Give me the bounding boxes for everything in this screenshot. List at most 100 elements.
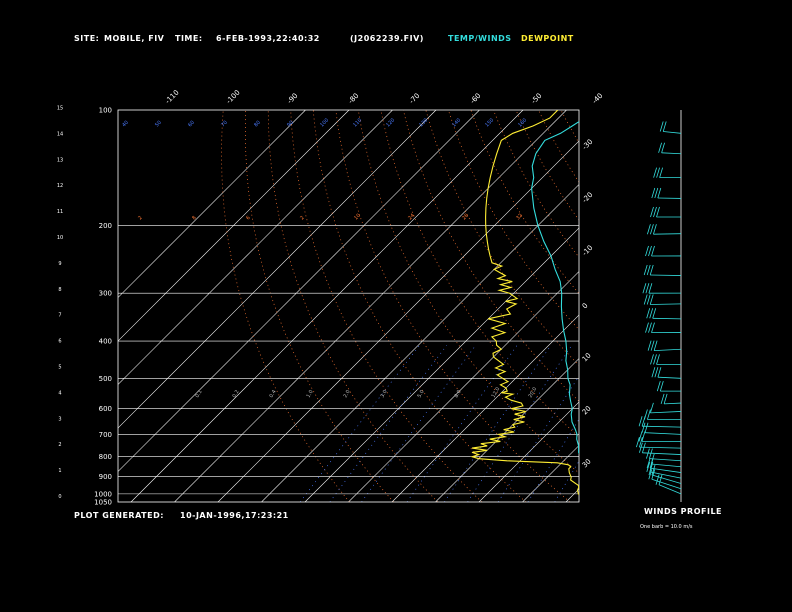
wind-barb-flag [655,474,660,485]
height-tick-label: 14 [57,131,63,137]
moisture-label: 3.0 [380,389,389,399]
dry-adiabat-line [245,110,394,502]
wind-barb [650,303,682,305]
pressure-tick-label: 1050 [94,499,112,507]
height-tick-label: 13 [57,157,63,163]
temp-top-tick-label: -60 [469,92,483,106]
moisture-label: 0.4 [269,389,278,399]
isotherm-line [565,488,579,502]
dry-adiabat-line [402,110,579,402]
wind-barb [642,452,682,455]
wind-barb-flag [649,264,654,276]
wind-barb-flag [644,422,649,433]
height-tick-label: 15 [57,106,63,112]
wind-barb-flag [653,224,657,235]
height-tick-label: 8 [58,287,61,293]
dry-adiabat-line [583,110,792,502]
wind-barb-flag [639,442,643,453]
wind-barb-flag [658,142,662,153]
dry-adiabat-line [380,110,579,438]
mixing-label: 6 [245,215,251,221]
wind-barb [657,376,682,379]
wind-barb-flag [651,464,656,476]
wind-barb-flag [659,380,664,392]
height-tick-label: 11 [57,209,63,215]
wind-barb-flag [654,367,659,378]
dry-adiabat-line [221,110,350,502]
wind-barb-flag [650,340,655,351]
pressure-tick-label: 200 [99,222,112,230]
winds-profile-title: WINDS PROFILE [644,507,722,516]
wind-barb-flag [656,167,660,178]
wind-barb-flag [659,121,664,132]
theta-label: 40 [121,120,130,129]
wind-barb [649,458,682,462]
wind-barb-flag [660,393,665,405]
pressure-tick-label: 300 [99,290,112,298]
legend-dewpoint: DEWPOINT [521,34,574,43]
wind-barb-flag [636,436,640,448]
isotherm-line [118,110,306,298]
wind-barb-flag [661,142,665,153]
isotherm-line [118,110,393,385]
wind-barb-flag [645,322,649,333]
site-value: MOBILE, FIV [104,34,165,43]
wind-barb-flag [653,167,657,178]
mixing-ratio-line [554,460,579,502]
wind-barb-flag [647,224,651,235]
theta-label: 150 [484,117,495,128]
isotherm-line [348,271,579,502]
wind-barb-flag [641,422,646,433]
wind-barb-flag [643,264,648,276]
temp-top-tick-label: -90 [286,92,300,106]
site-label: SITE: [74,34,99,43]
moisture-label: 5.0 [417,389,426,399]
wind-barb [661,152,682,155]
temp-right-tick-label: 10 [581,351,593,363]
wind-barb-flag [656,206,660,218]
temp-right-tick-label: -30 [581,138,595,152]
mixing-ratio-line [329,344,448,502]
moisture-label: 0.2 [232,389,241,399]
pressure-tick-label: 100 [99,107,112,115]
dry-adiabat-line [696,110,792,502]
pressure-tick-label: 400 [99,338,112,346]
wind-barb-flag [648,283,653,294]
wind-barb-flag [646,457,651,469]
isotherm-line [217,140,579,502]
wind-barb-flag [657,187,662,199]
temp-right-tick-label: -20 [581,191,595,205]
moisture-label: 20.0 [528,386,539,399]
wind-barb-flag [658,474,663,485]
theta-label: 140 [451,117,462,128]
temp-top-tick-label: -100 [225,89,242,106]
file-name: (J2062239.FIV) [350,34,424,43]
theta-label: 120 [385,117,396,128]
temp-top-tick-label: -40 [591,92,605,106]
temp-right-tick-label: 30 [581,457,593,469]
dry-adiabat-line [290,110,483,502]
wind-barb-flag [638,416,643,427]
dry-adiabat-line [606,110,792,502]
isotherm-line [304,227,579,502]
mixing-ratio-line [406,344,518,502]
dry-adiabat-line [719,110,792,502]
wind-barb-flag [641,431,646,442]
wind-barb-flag [652,308,657,319]
height-tick-label: 7 [58,313,61,319]
wind-barb-flag [650,206,654,218]
isotherm-line [478,401,579,502]
wind-barb-flag [650,354,654,365]
dry-adiabat-line [741,110,792,502]
wind-barb [651,478,682,490]
temperature-trace [531,120,579,455]
dry-adiabat-line [335,110,571,502]
isotherm-line [118,110,480,472]
wind-barb-flag [651,469,656,480]
wind-barb [650,411,682,414]
height-tick-label: 5 [58,365,61,371]
wind-barb-flag [648,322,652,333]
wind-barb-flag [644,409,648,420]
mixing-label: 2 [137,215,143,221]
